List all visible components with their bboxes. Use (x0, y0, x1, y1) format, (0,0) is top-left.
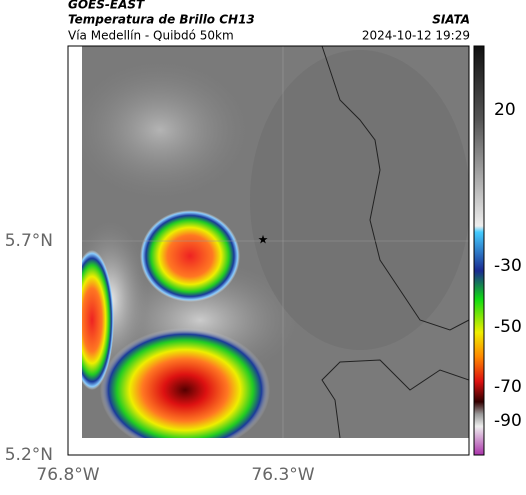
colorbar-label: -70 (494, 377, 522, 397)
colorbar (473, 45, 485, 456)
source: SIATA (432, 13, 470, 27)
colorbar-label: -90 (494, 411, 522, 431)
lat-label: 5.7°N (5, 231, 53, 251)
title: GOES-EAST (68, 0, 145, 12)
lat-label: 5.2°N (5, 445, 53, 465)
map-frame (67, 45, 470, 456)
lon-label: 76.8°W (36, 465, 99, 485)
colorbar-label: 20 (494, 100, 516, 120)
svg-text:★: ★ (258, 233, 269, 247)
colorbar-label: -50 (494, 317, 522, 337)
map-image: ★ (82, 46, 469, 438)
location: Vía Medellín - Quibdó 50km (68, 29, 234, 43)
colorbar-label: -30 (494, 256, 522, 276)
lon-label: 76.3°W (251, 465, 314, 485)
subtitle: Temperatura de Brillo CH13 (68, 13, 255, 27)
datetime: 2024-10-12 19:29 (362, 29, 470, 43)
